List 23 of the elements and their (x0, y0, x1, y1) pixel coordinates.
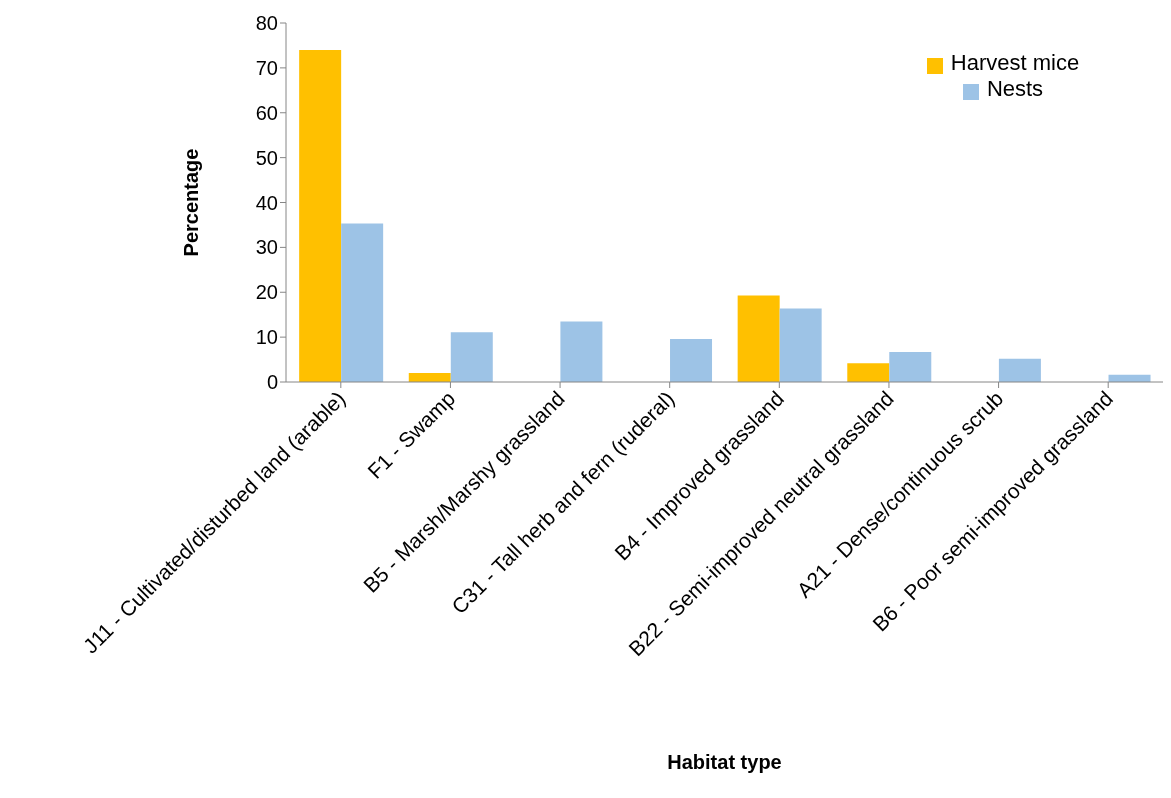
legend-label: Nests (986, 76, 1044, 101)
bar (299, 49, 342, 382)
y-tick-label: 60 (255, 101, 278, 124)
legend-label: Harvest mice (950, 50, 1080, 75)
bar (779, 308, 822, 382)
y-tick-label: 20 (255, 281, 278, 304)
y-tick-label: 0 (266, 371, 278, 394)
bar (847, 363, 890, 382)
bar (670, 338, 713, 382)
y-tick-label: 80 (255, 12, 278, 35)
y-tick-label: 70 (255, 56, 278, 79)
bar (737, 295, 780, 382)
y-tick-label: 30 (255, 236, 278, 259)
bar (560, 321, 603, 382)
y-axis-title: Percentage (180, 148, 203, 257)
bar (450, 332, 493, 382)
y-tick-label: 40 (255, 191, 278, 214)
x-axis-title: Habitat type (667, 751, 782, 773)
bar (889, 351, 932, 382)
bar (998, 358, 1041, 382)
y-tick-label: 50 (255, 146, 278, 169)
bar (341, 223, 384, 382)
y-tick-label: 10 (255, 326, 278, 349)
